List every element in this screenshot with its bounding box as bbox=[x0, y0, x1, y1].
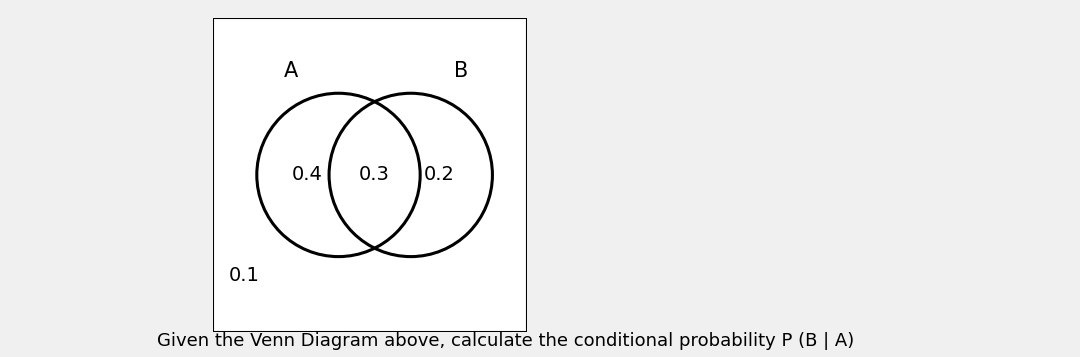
Text: A: A bbox=[284, 61, 298, 81]
Text: 0.1: 0.1 bbox=[229, 266, 259, 285]
Text: Given the Venn Diagram above, calculate the conditional probability P (B | A): Given the Venn Diagram above, calculate … bbox=[157, 332, 854, 350]
Text: 0.4: 0.4 bbox=[292, 165, 323, 185]
Text: 0.2: 0.2 bbox=[423, 165, 455, 185]
Text: 0.3: 0.3 bbox=[360, 165, 390, 185]
Text: B: B bbox=[454, 61, 468, 81]
